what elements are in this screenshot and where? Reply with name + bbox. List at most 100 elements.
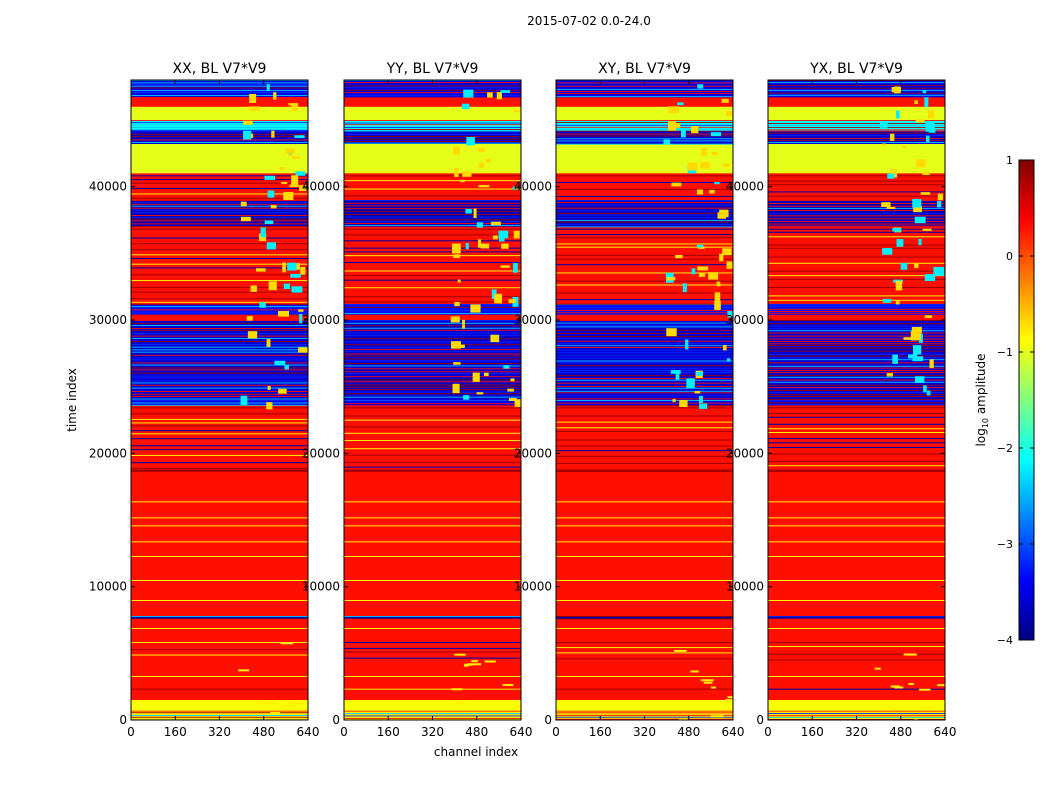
heatmap-row (556, 264, 733, 266)
x-tick-label: 0 (340, 725, 348, 739)
heatmap-cell (502, 684, 514, 687)
heatmap-band (556, 173, 733, 200)
heatmap-band (768, 144, 945, 174)
heatmap-row (556, 338, 733, 340)
heatmap-row (768, 343, 945, 345)
heatmap-cell (513, 262, 518, 273)
heatmap-cell (291, 175, 299, 185)
heatmap-band (344, 686, 521, 694)
heatmap-cell (278, 310, 290, 317)
y-tick-label: 0 (544, 713, 552, 727)
heatmap-row (556, 398, 733, 400)
heatmap-cell (890, 685, 900, 688)
heatmap-row (768, 341, 945, 342)
heatmap-row (344, 461, 521, 463)
heatmap-row (131, 291, 308, 293)
heatmap-row (556, 333, 733, 334)
heatmap-row (344, 517, 521, 519)
heatmap-cell (501, 243, 509, 249)
heatmap-cell (912, 345, 922, 355)
heatmap-row (556, 258, 733, 260)
heatmap-cell (453, 254, 460, 259)
heatmap-row (131, 182, 308, 184)
heatmap-cell (503, 365, 510, 369)
heatmap-cell (896, 239, 904, 247)
heatmap-cell (920, 192, 931, 195)
heatmap-row (131, 203, 308, 205)
heatmap-cell (472, 372, 480, 382)
heatmap-row (344, 556, 521, 557)
heatmap-band (768, 472, 945, 616)
heatmap-cell (480, 243, 490, 249)
heatmap-cell (513, 230, 520, 239)
heatmap-row (344, 338, 521, 340)
heatmap-row (131, 372, 308, 374)
x-tick-label: 640 (722, 725, 745, 739)
heatmap-row (344, 142, 521, 144)
heatmap-cell (514, 706, 521, 709)
heatmap-cell (914, 100, 918, 104)
panel-title: YX, BL V7*V9 (809, 61, 903, 77)
heatmap-row (131, 129, 308, 131)
heatmap-row (768, 413, 945, 415)
heatmap-row (556, 130, 733, 132)
heatmap-row (768, 465, 945, 467)
heatmap-row (768, 320, 945, 321)
heatmap-row (344, 175, 521, 177)
heatmap-row (768, 387, 945, 389)
heatmap-cell (675, 370, 680, 380)
heatmap-row (768, 357, 945, 359)
heatmap-cell (881, 202, 891, 208)
heatmap-row (556, 303, 733, 305)
heatmap-row (131, 688, 308, 690)
heatmap-row (131, 556, 308, 557)
heatmap-row (768, 453, 945, 455)
heatmap-row (556, 326, 733, 328)
heatmap-row (768, 580, 945, 581)
heatmap-row (556, 580, 733, 581)
heatmap-row (556, 200, 733, 201)
colorbar-tick-label: −4 (997, 634, 1013, 647)
x-tick-label: 0 (764, 725, 772, 739)
heatmap-row (768, 328, 945, 330)
heatmap-row (344, 240, 521, 242)
heatmap-cell (922, 90, 927, 94)
heatmap-cell (268, 702, 279, 705)
heatmap-cell (461, 103, 470, 110)
heatmap-row (768, 304, 945, 305)
heatmap-cell (283, 704, 295, 707)
heatmap-cell (663, 139, 671, 145)
heatmap-row (131, 130, 308, 132)
heatmap-row (131, 422, 308, 424)
heatmap-row (131, 218, 308, 220)
heatmap-row (556, 122, 733, 123)
heatmap-row (556, 600, 733, 601)
heatmap-cell (725, 699, 733, 702)
heatmap-row (344, 87, 521, 89)
heatmap-band (131, 700, 308, 711)
x-axis-label: channel index (434, 745, 518, 759)
heatmap-row (344, 208, 521, 210)
heatmap-cell (454, 302, 460, 307)
heatmap-cell (700, 147, 705, 155)
heatmap-cell (507, 388, 514, 392)
heatmap-row (768, 278, 945, 280)
heatmap-cell (895, 110, 900, 119)
heatmap-row (556, 214, 733, 216)
heatmap-row (556, 357, 733, 359)
heatmap-row (131, 175, 308, 177)
heatmap-row (768, 134, 945, 136)
heatmap-band (768, 700, 945, 711)
heatmap-row (556, 88, 733, 90)
heatmap-row (131, 541, 308, 543)
heatmap-row (344, 580, 521, 581)
heatmap-cell (294, 135, 305, 139)
heatmap-row (768, 350, 945, 352)
heatmap-row (556, 362, 733, 364)
colorbar-gradient (1018, 159, 1035, 641)
y-tick-label: 10000 (514, 580, 552, 594)
heatmap-row (344, 262, 521, 264)
heatmap-cell (513, 109, 521, 113)
heatmap-band (768, 693, 945, 700)
heatmap-row (768, 323, 945, 325)
